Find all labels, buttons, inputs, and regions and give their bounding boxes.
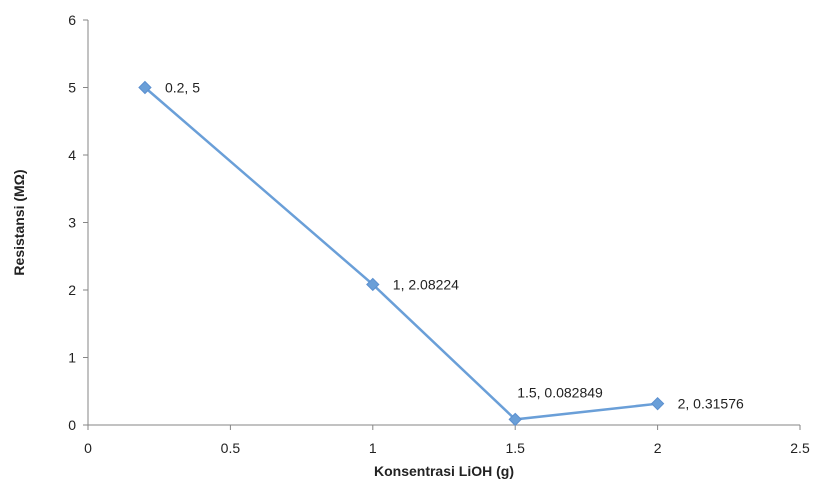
y-tick-label: 5 xyxy=(68,80,76,96)
x-axis-label: Konsentrasi LiOH (g) xyxy=(374,463,514,479)
x-tick-label: 0.5 xyxy=(221,440,241,456)
data-point-marker xyxy=(508,412,522,427)
axes: 0 1 2 3 4 5 6 0 0.5 1 1.5 2 2.5 xyxy=(68,12,810,456)
y-tick-label: 0 xyxy=(68,417,76,433)
data-point-marker xyxy=(366,277,380,292)
x-tick-label: 1 xyxy=(369,440,377,456)
data-point-marker xyxy=(138,80,152,95)
y-axis-label: Resistansi (MΩ) xyxy=(11,169,27,275)
x-tick-label: 0 xyxy=(84,440,92,456)
x-tick-label: 1.5 xyxy=(505,440,525,456)
series-layer: 0.2, 5 1, 2.08224 1.5, 0.082849 2, 0.31576 xyxy=(138,80,744,427)
y-tick-label: 6 xyxy=(68,12,76,28)
x-tick-label: 2 xyxy=(654,440,662,456)
x-tick-label: 2.5 xyxy=(790,440,810,456)
y-tick-label: 1 xyxy=(68,350,76,366)
y-tick-label: 4 xyxy=(68,147,76,163)
data-point-marker xyxy=(650,396,665,411)
data-label: 0.2, 5 xyxy=(165,80,200,96)
y-tick-label: 2 xyxy=(68,282,76,298)
data-label: 1, 2.08224 xyxy=(393,276,459,292)
series-line xyxy=(144,86,658,421)
data-label: 1.5, 0.082849 xyxy=(517,384,603,400)
data-label: 2, 0.31576 xyxy=(678,396,744,412)
y-tick-label: 3 xyxy=(68,215,76,231)
